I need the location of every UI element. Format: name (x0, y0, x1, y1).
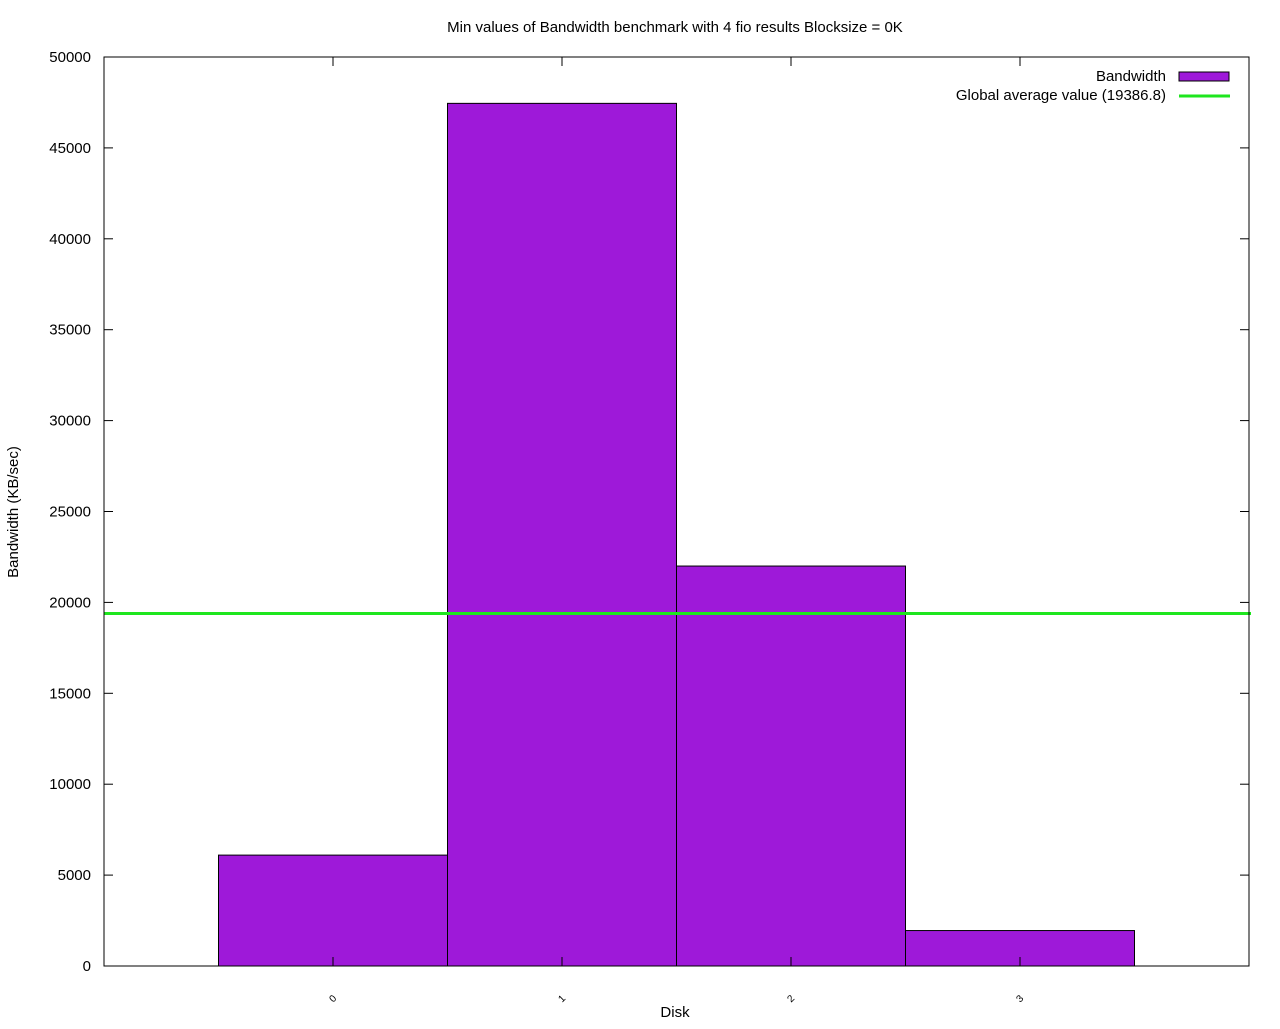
bar-disk-2 (676, 565, 906, 967)
plot-frame (103, 56, 1250, 967)
legend-label-bandwidth: Bandwidth (1096, 68, 1166, 85)
x-axis-label: Disk (660, 1004, 690, 1021)
y-tick-label: 5000 (58, 867, 91, 884)
y-tick-label: 50000 (49, 49, 91, 66)
bar-disk-1 (447, 102, 677, 967)
bar-disk-0 (218, 854, 448, 967)
y-tick-label: 20000 (49, 594, 91, 611)
y-tick-label: 15000 (49, 685, 91, 702)
legend: Bandwidth Global average value (19386.8) (956, 68, 1230, 104)
y-tick-label: 45000 (49, 140, 91, 157)
y-tick-label: 0 (83, 958, 91, 975)
legend-swatch-bandwidth (1178, 71, 1230, 82)
y-tick-label: 40000 (49, 231, 91, 248)
y-tick-label: 25000 (49, 504, 91, 521)
x-tick-label: 0 (327, 993, 339, 1005)
y-axis-ticks: 0 5000 10000 15000 20000 25000 30000 35000 40000… (49, 49, 1249, 975)
chart-title: Min values of Bandwidth benchmark with 4… (447, 19, 903, 36)
x-tick-label: 2 (785, 993, 797, 1005)
y-tick-label: 10000 (49, 776, 91, 793)
bars (218, 102, 1135, 967)
y-tick-label: 35000 (49, 322, 91, 339)
legend-label-global-average: Global average value (19386.8) (956, 87, 1166, 104)
y-axis-label: Bandwidth (KB/sec) (5, 446, 22, 578)
y-tick-label: 30000 (49, 413, 91, 430)
x-tick-label: 3 (1014, 993, 1026, 1005)
x-tick-label: 1 (556, 993, 568, 1005)
